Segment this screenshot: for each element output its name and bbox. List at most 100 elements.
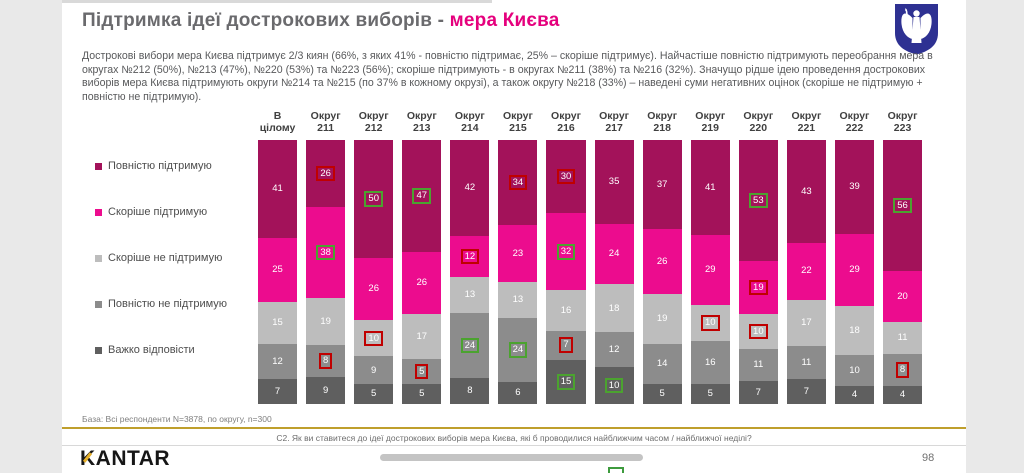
legend-item: Повністю не підтримую xyxy=(95,298,227,310)
bar-value-label: 7 xyxy=(755,386,761,398)
bar-segment: 4 xyxy=(834,385,875,404)
bar-value-label: 39 xyxy=(849,181,860,193)
bar-segment: 39 xyxy=(834,140,875,234)
bar-column: Округ 221 43 22 17 11 7 xyxy=(786,110,826,404)
bar-column: Округ 220 53 19 10 11 7 xyxy=(738,110,778,404)
bar-segment: 10 xyxy=(834,354,875,386)
bar-segment: 10 xyxy=(738,313,778,350)
bar-segment: 12 xyxy=(258,343,298,380)
bar-segment: 18 xyxy=(834,306,875,355)
bar-value-label: 41 xyxy=(272,183,283,195)
bar-value-label: 25 xyxy=(272,264,283,276)
bar-value-label: 24 xyxy=(460,337,480,354)
bar-segment: 47 xyxy=(402,140,442,252)
divider-gold xyxy=(62,427,966,429)
bar-value-label: 7 xyxy=(803,385,810,397)
stacked-bar: 35 24 18 12 10 xyxy=(594,140,634,404)
bar-value-label: 26 xyxy=(368,283,379,295)
bar-column: Округ 213 47 26 17 5 5 xyxy=(402,110,442,404)
bar-segment: 18 xyxy=(594,284,634,333)
bar-value-label: 37 xyxy=(656,178,668,190)
scrollbar-thumb[interactable] xyxy=(380,454,643,461)
bar-value-label: 5 xyxy=(419,388,425,400)
bar-value-label: 10 xyxy=(604,377,624,394)
column-header-line2: 215 xyxy=(509,122,527,134)
column-header-line1: В xyxy=(273,110,282,122)
bar-value-label: 10 xyxy=(749,323,768,340)
column-header: Округ 220 xyxy=(739,110,778,136)
stacked-bar: 56 20 11 8 4 xyxy=(883,140,923,404)
bar-segment: 14 xyxy=(642,344,682,384)
bar-value-label: 18 xyxy=(849,324,860,336)
bar-segment: 20 xyxy=(883,271,923,322)
column-header: Округ 223 xyxy=(883,110,922,136)
bar-segment: 16 xyxy=(546,290,586,331)
bar-value-label: 17 xyxy=(416,330,428,342)
bar-value-label: 12 xyxy=(272,355,283,367)
legend-marker-icon xyxy=(95,208,102,216)
column-header-line2: 220 xyxy=(749,122,768,134)
stacked-bar: 53 19 10 11 7 xyxy=(738,140,778,404)
legend-label: Повністю не підтримую xyxy=(108,298,228,310)
bar-segment: 43 xyxy=(786,140,826,243)
bar-segment: 25 xyxy=(258,238,298,302)
bar-column: Округ 212 50 26 10 9 5 xyxy=(354,110,394,404)
bar-segment: 37 xyxy=(642,140,682,229)
bar-segment: 41 xyxy=(258,140,298,239)
column-header-line1: Округ xyxy=(310,110,341,122)
bar-segment: 24 xyxy=(594,223,634,285)
column-header-line2: 216 xyxy=(557,122,575,134)
bar-value-label: 42 xyxy=(464,182,476,194)
column-header-line1: Округ xyxy=(743,110,774,122)
column-header-line2: 221 xyxy=(797,122,816,134)
bar-segment: 6 xyxy=(498,382,538,404)
bar-segment: 15 xyxy=(258,301,298,344)
bar-value-label: 34 xyxy=(508,174,528,191)
bar-value-label: 56 xyxy=(893,197,912,214)
bar-segment: 29 xyxy=(834,233,875,307)
legend-item: Важко відповісти xyxy=(95,344,227,356)
bar-column: Округ 211 26 38 19 8 9 xyxy=(306,110,346,404)
bar-segment: 26 xyxy=(354,257,394,321)
bar-value-label: 26 xyxy=(656,255,668,267)
column-header: Округ 219 xyxy=(691,110,730,136)
bar-value-label: 19 xyxy=(320,315,331,327)
column-header-line1: Округ xyxy=(358,110,389,122)
bar-value-label: 23 xyxy=(512,247,524,259)
bar-segment: 7 xyxy=(258,379,298,404)
column-header-line2: 217 xyxy=(605,122,623,134)
bar-value-label: 35 xyxy=(608,176,620,188)
column-header: Округ 221 xyxy=(787,110,826,136)
bar-value-label: 26 xyxy=(416,277,428,289)
bar-value-label: 13 xyxy=(464,288,476,300)
bar-value-label: 30 xyxy=(556,168,576,185)
bar-segment: 13 xyxy=(450,276,490,313)
bar-segment: 17 xyxy=(786,299,826,347)
bar-segment: 17 xyxy=(402,314,442,359)
legend-label: Скоріше підтримую xyxy=(108,206,208,218)
page-title: Підтримка ідеї дострокових виборів - мер… xyxy=(82,10,560,32)
bar-value-label: 10 xyxy=(700,315,720,331)
bar-segment: 35 xyxy=(594,140,634,224)
slide: Підтримка ідеї дострокових виборів - мер… xyxy=(62,0,966,473)
column-header: Округ 216 xyxy=(546,110,585,136)
stacked-bar: 41 25 15 12 7 xyxy=(258,140,298,404)
column-header-line1: Округ xyxy=(406,110,437,122)
legend-marker-icon xyxy=(95,300,102,308)
column-header-line2: 212 xyxy=(364,122,383,134)
bar-segment: 24 xyxy=(450,312,490,378)
column-header: Округ 214 xyxy=(450,110,489,136)
bar-segment: 24 xyxy=(498,317,538,383)
column-header: Округ 222 xyxy=(835,110,874,136)
bar-value-label: 11 xyxy=(753,359,764,371)
bar-segment: 15 xyxy=(546,359,586,404)
bar-column: Округ 222 39 29 18 10 4 xyxy=(834,110,875,404)
bar-segment: 12 xyxy=(594,332,634,368)
column-header-line1: Округ xyxy=(502,110,533,122)
bar-segment: 11 xyxy=(786,346,826,380)
bar-segment: 19 xyxy=(642,294,682,345)
bar-value-label: 9 xyxy=(322,384,329,396)
bar-value-label: 7 xyxy=(274,385,281,397)
column-header-line1: Округ xyxy=(647,110,678,122)
